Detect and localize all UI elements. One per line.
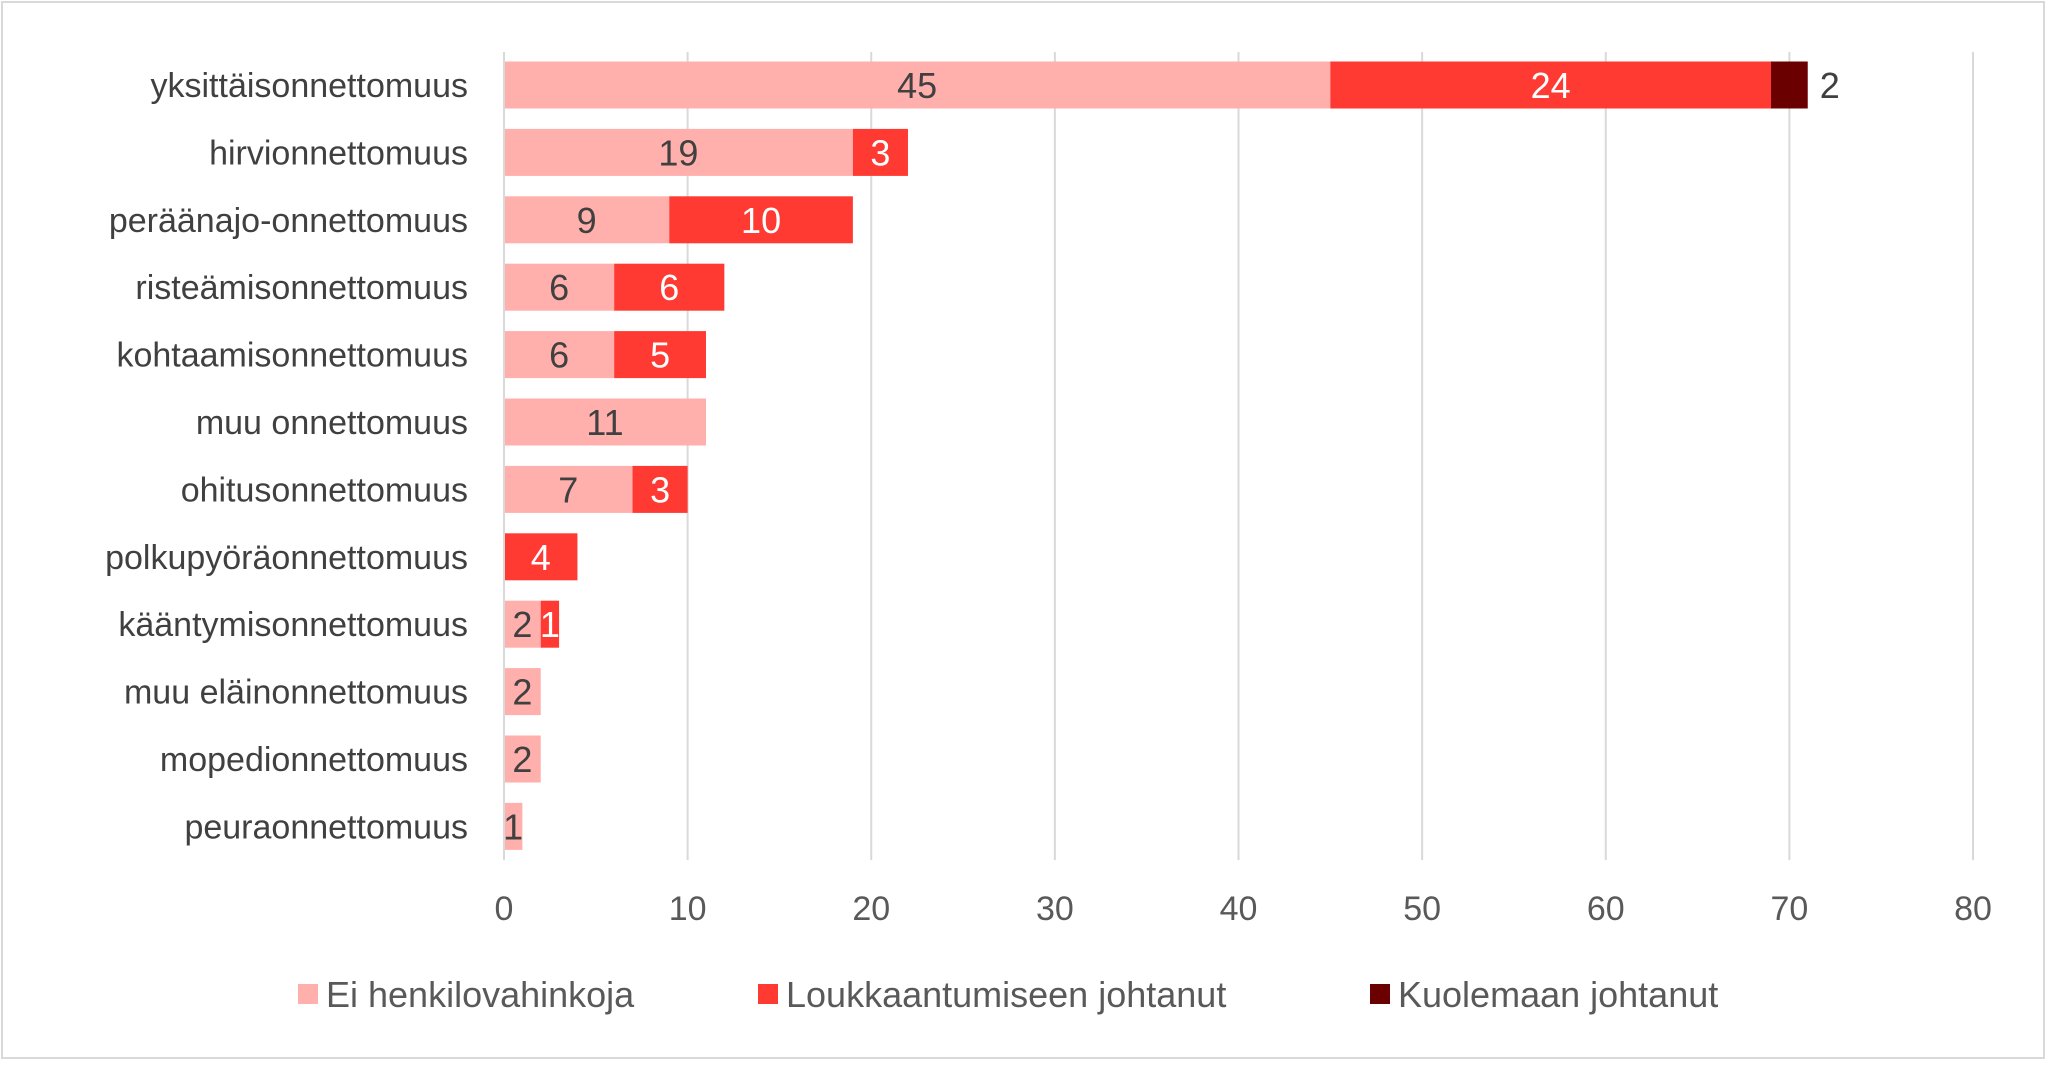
bar-segment <box>1330 61 1772 109</box>
data-label: 5 <box>650 335 670 376</box>
category-label: hirvionnettomuus <box>209 134 468 172</box>
category-label: peuraonnettomuus <box>184 808 468 846</box>
bar-segment <box>614 263 725 311</box>
data-label: 7 <box>558 469 578 510</box>
x-tick-label: 60 <box>1587 890 1625 928</box>
bar-segment <box>632 465 688 513</box>
bar-segment <box>1771 61 1808 109</box>
bar-segment <box>852 128 908 176</box>
category-label: ohitusonnettomuus <box>181 471 468 509</box>
bar-segment <box>504 465 633 513</box>
bar-segment <box>504 331 615 379</box>
legend-label: Loukkaantumiseen johtanut <box>786 974 1226 1015</box>
data-label: 6 <box>659 267 679 308</box>
category-label: muu onnettomuus <box>196 404 468 442</box>
bar-segment <box>540 600 560 648</box>
data-label: 4 <box>531 537 551 578</box>
bar-segment <box>504 600 541 648</box>
data-label: 10 <box>741 200 781 241</box>
bar-segment <box>504 533 578 581</box>
data-label: 2 <box>512 739 532 780</box>
bar-segment <box>669 196 853 244</box>
bar-segment <box>504 668 541 716</box>
bar-segment <box>504 398 706 446</box>
bar-segment <box>504 263 615 311</box>
data-label: 9 <box>577 200 597 241</box>
data-label: 2 <box>1820 65 1840 106</box>
x-tick-label: 20 <box>852 890 890 928</box>
data-label: 6 <box>549 335 569 376</box>
data-label: 2 <box>512 604 532 645</box>
legend-label: Kuolemaan johtanut <box>1398 974 1718 1015</box>
x-tick-label: 70 <box>1770 890 1808 928</box>
category-label: yksittäisonnettomuus <box>151 67 469 105</box>
category-label: kohtaamisonnettomuus <box>116 337 468 375</box>
category-label: peräänajo-onnettomuus <box>109 202 468 240</box>
legend-label: Ei henkilovahinkoja <box>326 974 635 1015</box>
category-label: muu eläinonnettomuus <box>124 674 468 712</box>
category-label: risteämisonnettomuus <box>135 269 468 307</box>
legend-swatch <box>298 984 318 1004</box>
x-tick-label: 0 <box>495 890 514 928</box>
data-label: 45 <box>897 65 937 106</box>
x-tick-label: 80 <box>1954 890 1992 928</box>
data-label: 3 <box>870 132 890 173</box>
legend-swatch <box>758 984 778 1004</box>
bar-segment <box>614 331 706 379</box>
data-label: 1 <box>503 806 523 847</box>
data-label: 24 <box>1531 65 1571 106</box>
data-label: 19 <box>658 132 698 173</box>
legend-swatch <box>1370 984 1390 1004</box>
data-label: 2 <box>512 672 532 713</box>
x-tick-label: 10 <box>669 890 707 928</box>
data-label: 6 <box>549 267 569 308</box>
category-label: kääntymisonnettomuus <box>118 606 468 644</box>
x-tick-label: 50 <box>1403 890 1441 928</box>
category-label: mopedionnettomuus <box>160 741 468 779</box>
bar-segment <box>504 802 523 850</box>
bar-segment <box>504 196 670 244</box>
x-tick-label: 40 <box>1220 890 1258 928</box>
data-label: 11 <box>586 402 623 443</box>
data-label: 1 <box>540 604 560 645</box>
category-label: polkupyöräonnettomuus <box>105 539 468 577</box>
bar-segment <box>504 735 541 783</box>
bar-segment <box>504 61 1331 109</box>
data-label: 3 <box>650 469 670 510</box>
bar-segment <box>504 128 853 176</box>
x-tick-label: 30 <box>1036 890 1074 928</box>
